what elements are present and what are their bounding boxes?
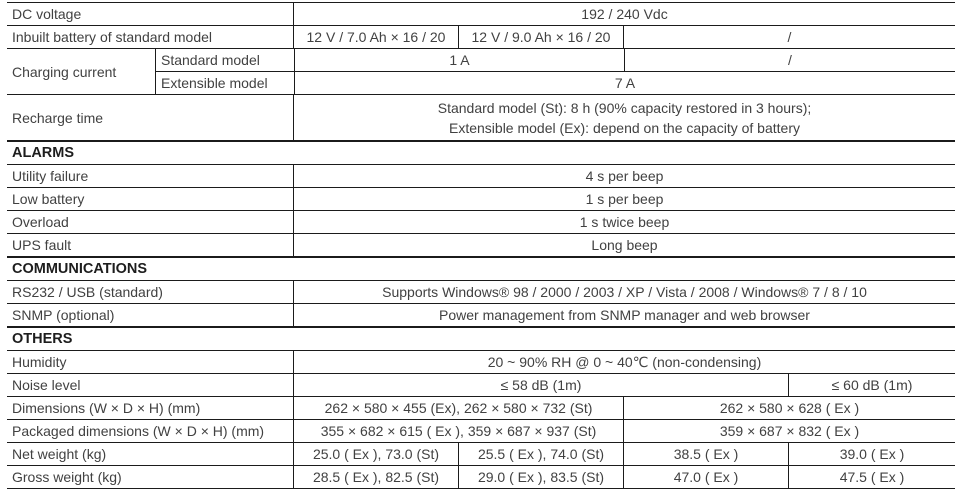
row-low-battery: Low battery 1 s per beep: [7, 187, 955, 210]
snmp-label: SNMP (optional): [12, 307, 115, 323]
row-rs232-usb: RS232 / USB (standard) Supports Windows®…: [7, 280, 955, 303]
charging-standard-value: 1 A: [294, 49, 624, 71]
snmp-value: Power management from SNMP manager and w…: [293, 304, 955, 326]
charging-current-label: Charging current: [12, 63, 117, 80]
recharge-time-line2: Extensible model (Ex): depend on the cap…: [449, 119, 800, 136]
ups-fault-label: UPS fault: [12, 237, 72, 253]
dimensions-value-2: 262 × 580 × 628 ( Ex ): [623, 397, 955, 419]
inbuilt-battery-value-3: /: [623, 26, 955, 48]
rs232-usb-label: RS232 / USB (standard): [12, 284, 163, 300]
dc-voltage-label: DC voltage: [12, 6, 82, 22]
row-utility-failure: Utility failure 4 s per beep: [7, 164, 955, 187]
humidity-value: 20 ~ 90% RH @ 0 ~ 40℃ (non-condensing): [293, 351, 955, 373]
charging-standard-row: Standard model 1 A /: [156, 49, 955, 72]
section-header-others: OTHERS: [7, 326, 955, 350]
section-header-communications: COMMUNICATIONS: [7, 256, 955, 280]
charging-extensible-value: 7 A: [294, 72, 955, 94]
others-section-title: OTHERS: [12, 331, 73, 347]
net-weight-value-2: 25.5 ( Ex ), 74.0 (St): [458, 443, 623, 465]
dc-voltage-value: 192 / 240 Vdc: [293, 3, 955, 25]
net-weight-label: Net weight (kg): [12, 446, 107, 462]
packaged-dimensions-value-1: 355 × 682 × 615 ( Ex ), 359 × 687 × 937 …: [293, 420, 623, 442]
dimensions-value-1: 262 × 580 × 455 (Ex), 262 × 580 × 732 (S…: [293, 397, 623, 419]
ups-fault-value: Long beep: [293, 234, 955, 256]
gross-weight-label: Gross weight (kg): [12, 469, 122, 485]
gross-weight-value-2: 29.0 ( Ex ), 83.5 (St): [458, 466, 623, 488]
row-inbuilt-battery: Inbuilt battery of standard model 12 V /…: [7, 25, 955, 48]
net-weight-value-4: 39.0 ( Ex ): [788, 443, 955, 465]
gross-weight-value-4: 47.5 ( Ex ): [788, 466, 955, 488]
humidity-label: Humidity: [12, 354, 67, 370]
row-charging-current: Charging current Standard model 1 A / Ex…: [7, 48, 955, 94]
overload-label: Overload: [12, 214, 69, 230]
row-dimensions: Dimensions (W × D × H) (mm) 262 × 580 × …: [7, 396, 955, 419]
row-overload: Overload 1 s twice beep: [7, 210, 955, 233]
noise-level-label: Noise level: [12, 377, 81, 393]
row-gross-weight: Gross weight (kg) 28.5 ( Ex ), 82.5 (St)…: [7, 465, 955, 488]
recharge-time-label: Recharge time: [12, 109, 104, 126]
overload-value: 1 s twice beep: [293, 211, 955, 233]
dimensions-label: Dimensions (W × D × H) (mm): [12, 400, 201, 416]
charging-extensible-row: Extensible model 7 A: [156, 72, 955, 94]
utility-failure-label: Utility failure: [12, 168, 89, 184]
row-recharge-time: Recharge time Standard model (St): 8 h (…: [7, 94, 955, 140]
ups-specification-table: DC voltage 192 / 240 Vdc Inbuilt battery…: [7, 2, 955, 489]
noise-level-value-1: ≤ 58 dB (1m): [293, 374, 788, 396]
utility-failure-value: 4 s per beep: [293, 165, 955, 187]
recharge-time-line1: Standard model (St): 8 h (90% capacity r…: [437, 99, 812, 116]
inbuilt-battery-value-2: 12 V / 9.0 Ah × 16 / 20: [458, 26, 623, 48]
row-packaged-dimensions: Packaged dimensions (W × D × H) (mm) 355…: [7, 419, 955, 442]
net-weight-value-3: 38.5 ( Ex ): [623, 443, 788, 465]
row-humidity: Humidity 20 ~ 90% RH @ 0 ~ 40℃ (non-cond…: [7, 350, 955, 373]
inbuilt-battery-value-1: 12 V / 7.0 Ah × 16 / 20: [293, 26, 458, 48]
row-dc-voltage: DC voltage 192 / 240 Vdc: [7, 2, 955, 25]
row-net-weight: Net weight (kg) 25.0 ( Ex ), 73.0 (St) 2…: [7, 442, 955, 465]
gross-weight-value-1: 28.5 ( Ex ), 82.5 (St): [293, 466, 458, 488]
net-weight-value-1: 25.0 ( Ex ), 73.0 (St): [293, 443, 458, 465]
communications-section-title: COMMUNICATIONS: [12, 261, 148, 277]
section-header-alarms: ALARMS: [7, 140, 955, 164]
row-ups-fault: UPS fault Long beep: [7, 233, 955, 256]
packaged-dimensions-value-2: 359 × 687 × 832 ( Ex ): [623, 420, 955, 442]
packaged-dimensions-label: Packaged dimensions (W × D × H) (mm): [12, 423, 265, 439]
alarms-section-title: ALARMS: [12, 145, 75, 161]
charging-current-subrows: Standard model 1 A / Extensible model 7 …: [155, 49, 955, 94]
noise-level-value-2: ≤ 60 dB (1m): [788, 374, 955, 396]
charging-standard-label: Standard model: [161, 52, 260, 68]
low-battery-value: 1 s per beep: [293, 188, 955, 210]
gross-weight-value-3: 47.0 ( Ex ): [623, 466, 788, 488]
recharge-time-value: Standard model (St): 8 h (90% capacity r…: [293, 95, 955, 140]
inbuilt-battery-label: Inbuilt battery of standard model: [12, 29, 213, 45]
charging-extensible-label: Extensible model: [161, 75, 268, 91]
row-snmp: SNMP (optional) Power management from SN…: [7, 303, 955, 326]
charging-standard-extra: /: [624, 49, 955, 71]
low-battery-label: Low battery: [12, 191, 85, 207]
row-noise-level: Noise level ≤ 58 dB (1m) ≤ 60 dB (1m): [7, 373, 955, 396]
rs232-usb-value: Supports Windows® 98 / 2000 / 2003 / XP …: [293, 281, 955, 303]
